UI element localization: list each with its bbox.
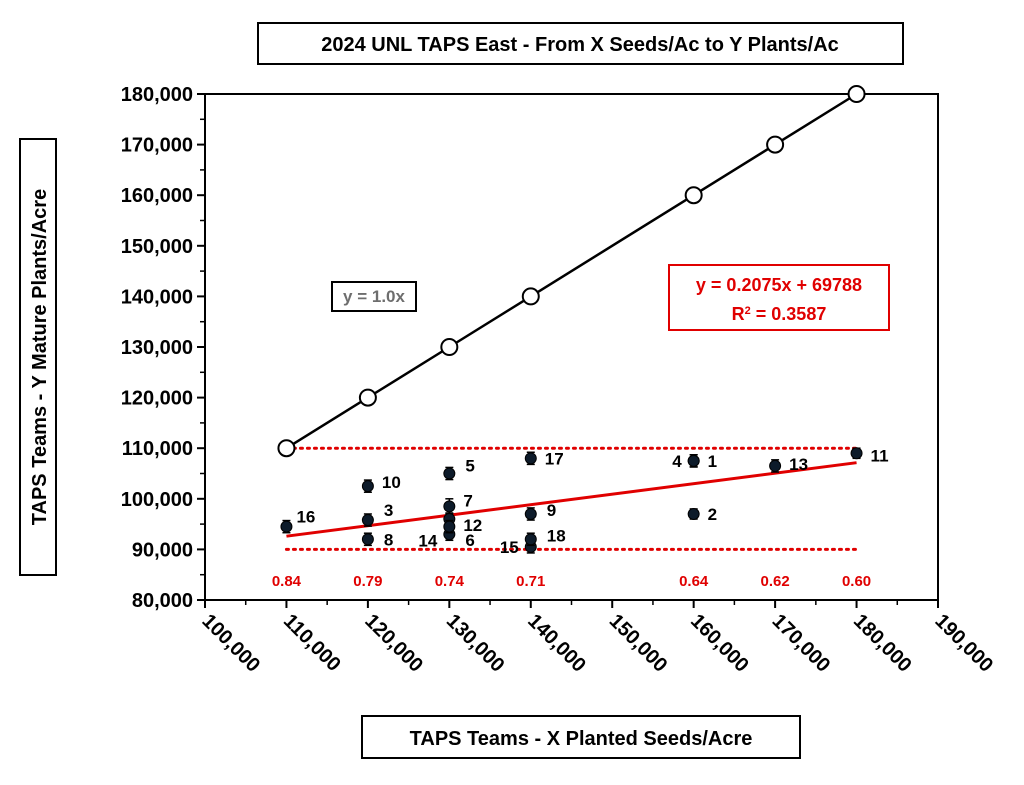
data-point [361,514,374,527]
y-tick-label: 100,000 [121,489,193,511]
y-tick-label: 150,000 [121,236,193,258]
data-point-label: 13 [789,455,808,474]
data-point [687,454,700,467]
data-point-label: 1 [708,452,717,471]
identity-marker [521,287,540,306]
x-tick-label: 170,000 [768,610,835,677]
data-point [524,533,537,546]
ratio-label: 0.79 [353,573,382,590]
y-axis-title-box: TAPS Teams - Y Mature Plants/Acre [19,138,57,576]
data-point-label: 17 [545,449,564,468]
identity-marker [684,186,703,205]
identity-label-box: y = 1.0x [331,281,417,312]
data-point [443,520,456,533]
data-point-label: 3 [384,501,393,520]
ratio-label: 0.84 [272,573,302,590]
data-point-label: 9 [547,501,556,520]
y-tick-label: 90,000 [132,539,193,561]
data-point [850,447,863,460]
data-point-label: 5 [465,457,474,476]
x-tick-label: 110,000 [279,610,345,676]
data-point-label: 14 [418,532,437,551]
data-point [361,533,374,546]
y-tick-label: 110,000 [122,438,193,460]
ratio-label: 0.62 [761,573,790,590]
data-point-label: 6 [465,531,474,550]
regression-box: y = 0.2075x + 69788 R2 = 0.3587 [668,264,890,331]
x-tick-label: 150,000 [605,610,672,677]
identity-marker [766,135,785,154]
chart-title: 2024 UNL TAPS East - From X Seeds/Ac to … [321,34,839,56]
x-tick-label: 100,000 [197,610,264,677]
plot-area [204,93,939,601]
ratio-label: 0.74 [435,573,465,590]
ratio-label: 0.64 [679,573,709,590]
y-tick-label: 120,000 [121,388,193,410]
y-axis-title: TAPS Teams - Y Mature Plants/Acre [29,189,51,525]
data-point-label: 16 [296,508,315,527]
x-tick-label: 160,000 [686,610,753,677]
x-axis-title: TAPS Teams - X Planted Seeds/Acre [410,728,753,750]
identity-marker [277,439,296,458]
identity-marker [358,388,377,407]
ratio-labels: 0.84 0.79 0.74 0.71 0.64 0.62 0.60 [272,573,871,590]
y-tick-label: 80,000 [132,590,193,612]
data-point [443,500,456,513]
x-tick-label: 180,000 [849,610,916,677]
y-tick-label: 130,000 [121,337,193,359]
x-tick-label: 120,000 [360,610,427,677]
data-point [524,507,537,520]
r-squared-value: = 0.3587 [751,304,827,324]
data-point-label: 2 [708,505,717,524]
data-point-label: 11 [871,446,889,465]
data-point [687,507,700,520]
data-point-label: 8 [384,530,393,549]
y-tick-label: 160,000 [121,185,193,207]
data-point [443,467,456,480]
data-point-label: 15 [500,538,519,557]
data-point [769,459,782,472]
reference-lines [284,446,859,551]
data-point [280,520,293,533]
data-point-label: 18 [547,526,566,545]
data-point-label: 4 [672,452,682,471]
x-tick-label: 190,000 [930,610,997,677]
identity-marker [847,85,866,103]
trendline [286,461,857,538]
data-point [361,480,374,493]
data-point-label: 12 [463,516,482,535]
ratio-label: 0.71 [516,573,545,590]
regression-equation: y = 0.2075x + 69788 [696,275,862,295]
x-tick-label: 140,000 [523,610,590,677]
identity-marker [440,338,459,356]
r-squared-prefix: R [732,304,745,324]
data-point-label: 10 [382,473,401,492]
y-tick-label: 140,000 [121,286,193,308]
identity-series [277,85,866,458]
x-tick-label: 130,000 [442,610,509,677]
ratio-label: 0.60 [842,573,871,590]
data-point-label: 7 [463,491,472,510]
data-point [524,452,537,465]
r-squared: R2 = 0.3587 [732,304,827,324]
y-tick-label: 170,000 [121,135,193,157]
trendline-layer [286,461,857,538]
y-tick-label: 180,000 [121,84,193,106]
r-squared-superscript: 2 [745,305,751,317]
x-axis-title-box: TAPS Teams - X Planted Seeds/Acre [361,715,801,759]
identity-label: y = 1.0x [343,287,405,306]
chart-title-box: 2024 UNL TAPS East - From X Seeds/Ac to … [257,22,904,65]
